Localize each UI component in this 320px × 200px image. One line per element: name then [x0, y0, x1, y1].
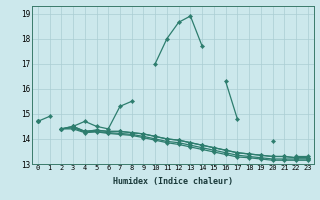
X-axis label: Humidex (Indice chaleur): Humidex (Indice chaleur)	[113, 177, 233, 186]
